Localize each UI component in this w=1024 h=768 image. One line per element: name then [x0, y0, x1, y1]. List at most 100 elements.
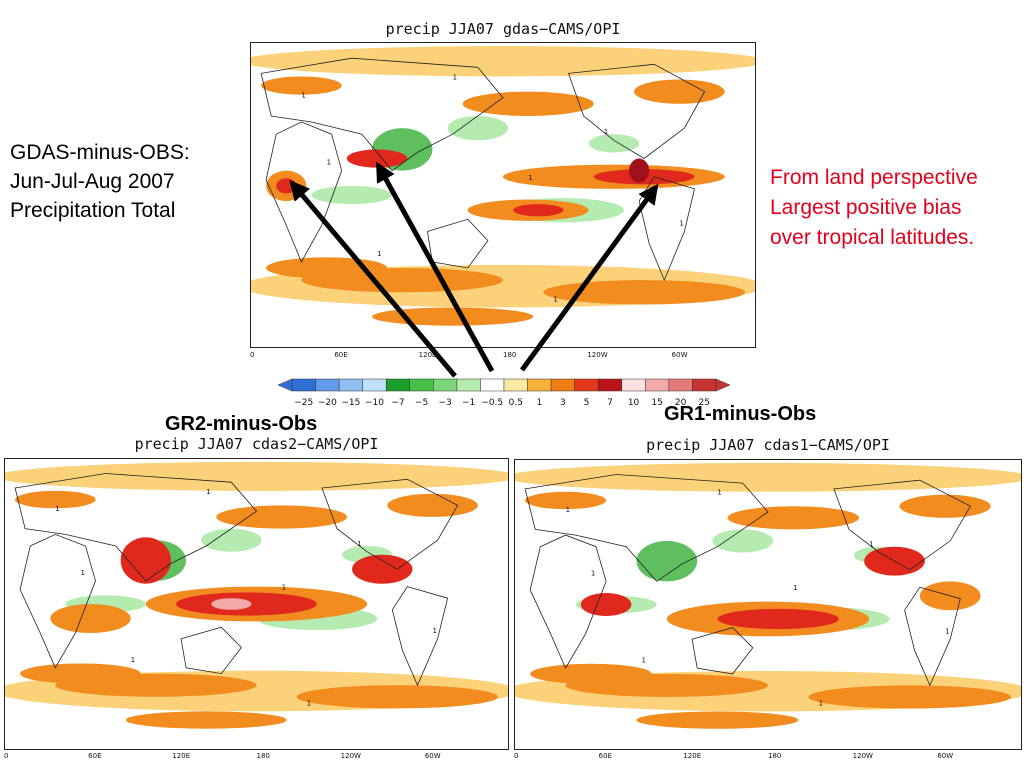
north-america-outline — [833, 479, 971, 571]
lon-tick-label: 0 — [4, 752, 9, 760]
colorbar-end-right — [715, 378, 731, 392]
colorbar-swatch — [362, 378, 387, 392]
colorbar-label: 0.5 — [508, 398, 523, 408]
antarctic-orange — [125, 711, 287, 729]
southern-ocean-orange — [296, 685, 498, 709]
contour-label: 1 — [869, 541, 873, 549]
lon-tick-label: 120E — [172, 752, 191, 760]
lon-tick-label: 60W — [424, 752, 441, 760]
top-map-title: precip JJA07 gdas−CAMS/OPI — [385, 20, 621, 38]
contour-label: 1 — [793, 584, 797, 592]
colorbar-swatch — [433, 378, 458, 392]
colorbar-swatch — [409, 378, 434, 392]
contour-label: 1 — [945, 627, 949, 635]
left-note-line-2: Jun-Jul-Aug 2007 — [10, 170, 175, 193]
south-america-outline — [904, 586, 961, 687]
lon-tick-label: 180 — [256, 752, 270, 760]
contour-label: 1 — [642, 656, 646, 664]
europe-orange — [261, 76, 342, 95]
lon-tick-label: 0 — [250, 351, 255, 359]
top-lon-axis: 0 60E 120E 180 120W 60W — [250, 351, 756, 361]
colorbar-swatch — [385, 378, 411, 392]
colorbar-label: 15 — [651, 398, 663, 408]
map-layer: 1 1 1 1 1 1 1 1 — [5, 461, 508, 729]
arctic-band — [5, 461, 508, 491]
contour-label: 1 — [604, 128, 608, 136]
africa-outline — [529, 534, 607, 669]
africa-outline — [19, 533, 96, 669]
colorbar-swatch — [597, 378, 623, 392]
colorbar-label: −0.5 — [481, 398, 504, 408]
right-description: From land perspective Largest positive b… — [770, 163, 1020, 253]
west-pacific-green — [447, 115, 509, 141]
colorbar-label: 1 — [536, 398, 543, 408]
contour-label: 1 — [80, 569, 84, 577]
contour-label: 1 — [377, 250, 381, 258]
lon-tick-label: 120W — [852, 752, 873, 760]
colorbar-label: −20 — [317, 398, 337, 408]
top-map-canvas: 1 1 1 1 1 1 1 1 — [251, 46, 755, 326]
central-america-darkred — [629, 158, 650, 183]
colorbar-swatch — [645, 378, 670, 392]
east-pacific-green — [588, 134, 640, 153]
gr1-heading: GR1-minus-Obs — [664, 403, 817, 425]
bottom-right-map-title: precip JJA07 cdas1−CAMS/OPI — [646, 436, 890, 454]
south-atlantic-orange — [530, 663, 652, 684]
contour-label: 1 — [819, 700, 823, 708]
bottom-right-map-canvas: 1 1 1 1 1 1 1 1 — [515, 462, 1021, 729]
north-pacific-orange — [462, 91, 594, 116]
colorbar-swatch — [668, 378, 693, 392]
west-indian-orange — [50, 604, 131, 633]
colorbar-swatch — [527, 378, 552, 392]
bottom-left-map-panel: 1 1 1 1 1 1 1 1 — [4, 458, 509, 750]
eurasia-outline — [14, 473, 258, 582]
south-america-outline — [638, 176, 695, 282]
colorbar-swatch — [480, 378, 505, 392]
north-america-outline — [321, 478, 459, 570]
spcz-red — [513, 204, 564, 217]
right-note-line-3: over tropical latitudes. — [770, 226, 975, 249]
colorbar-label: −10 — [364, 398, 384, 408]
gr2-heading: GR2-minus-Obs — [165, 413, 318, 435]
colorbar-swatch — [574, 378, 599, 392]
bottom-right-lon-axis: 0 60E 120E 180 120W 60W — [514, 752, 1022, 762]
contour-label: 1 — [307, 700, 311, 708]
bottom-left-map-canvas: 1 1 1 1 1 1 1 1 — [5, 461, 508, 729]
australia-outline — [180, 626, 242, 675]
map-layer: 1 1 1 1 1 1 1 1 — [251, 46, 755, 326]
lon-tick-label: 60E — [88, 752, 102, 760]
colorbar-label: −25 — [294, 398, 314, 408]
southern-ocean-orange — [808, 685, 1011, 709]
colorbar-swatch — [291, 378, 316, 392]
colorbar-label: 5 — [583, 398, 590, 408]
europe-orange — [525, 491, 607, 510]
australia-outline — [426, 218, 489, 269]
bottom-right-map-panel: 1 1 1 1 1 1 1 1 — [514, 459, 1022, 750]
north-atlantic-orange — [899, 494, 991, 518]
arctic-band — [251, 46, 755, 77]
left-description: GDAS-minus-OBS: Jun-Jul-Aug 2007 Precipi… — [10, 138, 245, 225]
southern-ocean-orange — [543, 280, 745, 305]
contour-label: 1 — [591, 570, 595, 578]
left-note-line-3: Precipitation Total — [10, 199, 176, 222]
north-atlantic-orange — [387, 493, 478, 517]
tropical-red — [717, 608, 839, 630]
left-note-line-1: GDAS-minus-OBS: — [10, 141, 190, 164]
south-atlantic-orange — [266, 257, 388, 279]
colorbar-label: −3 — [438, 398, 452, 408]
lon-tick-label: 60E — [598, 752, 612, 760]
bottom-left-lon-axis: 0 60E 120E 180 120W 60W — [4, 752, 509, 762]
contour-label: 1 — [131, 656, 135, 664]
colorbar-label: −5 — [414, 398, 429, 408]
contour-label: 1 — [282, 584, 286, 592]
colorbar-label: 20 — [674, 398, 687, 408]
lon-tick-label: 180 — [768, 752, 782, 760]
australia-outline — [691, 627, 754, 675]
north-america-outline — [567, 63, 706, 159]
contour-label: 1 — [528, 174, 532, 182]
antarctic-orange — [636, 711, 799, 729]
colorbar-swatch — [338, 378, 363, 392]
colorbar-label: 7 — [607, 398, 613, 408]
arctic-band — [515, 462, 1021, 492]
right-note-line-2: Largest positive bias — [770, 196, 962, 219]
